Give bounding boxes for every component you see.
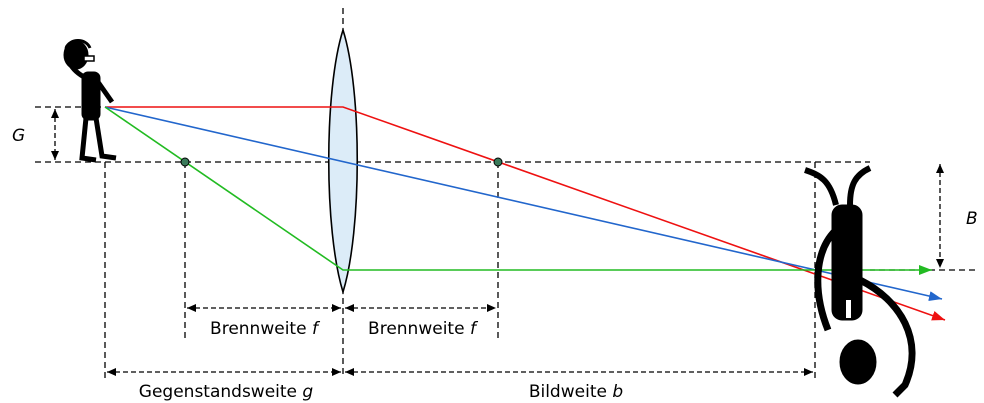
label-text: Gegenstandsweite [139, 382, 297, 402]
focal-point [493, 157, 503, 167]
parallel-ray [105, 106, 946, 321]
focal-length-label: Brennweite f [210, 319, 321, 339]
object-figure [63, 39, 117, 163]
focal-point [180, 157, 190, 167]
image-figure [804, 165, 916, 398]
object-distance-label: Gegenstandsweite g [139, 382, 314, 402]
center-ray [104, 106, 943, 301]
focal-ray [104, 106, 932, 275]
label-symbol: f [470, 319, 479, 339]
label-text: Brennweite [210, 319, 307, 339]
label-symbol: f [312, 319, 321, 339]
label-symbol: b [612, 382, 623, 402]
image-height-label: B [966, 209, 978, 229]
object-height-label: G [12, 126, 25, 146]
focal-length-label: Brennweite f [368, 319, 479, 339]
image-distance-label: Bildweite b [529, 382, 623, 402]
label-text: Brennweite [368, 319, 465, 339]
label-symbol: g [302, 382, 313, 402]
label-text: Bildweite [529, 382, 607, 402]
